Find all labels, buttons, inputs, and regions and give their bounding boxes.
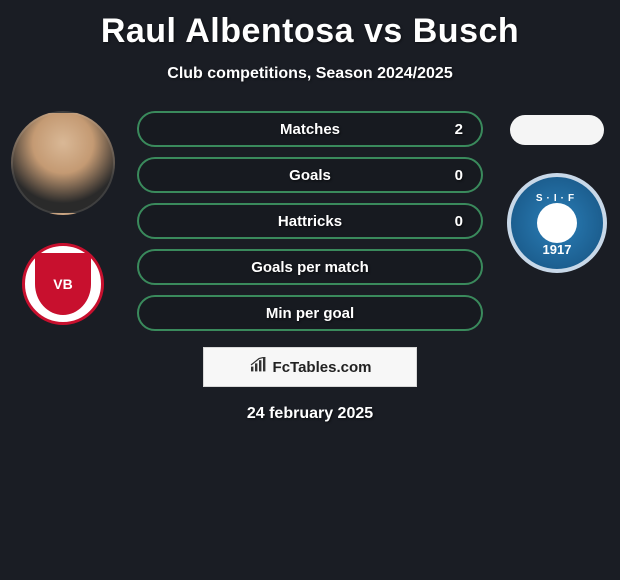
stat-row-matches: Matches 2 bbox=[137, 111, 483, 147]
player-avatar-right-placeholder bbox=[510, 115, 604, 145]
stat-label: Goals bbox=[289, 167, 331, 184]
player-avatar-left bbox=[11, 111, 115, 215]
club-badge-left-label: VB bbox=[35, 253, 91, 315]
club-badge-right: S·I·F 1917 bbox=[507, 173, 607, 273]
club-badge-right-center-icon bbox=[537, 203, 577, 243]
stat-value-right: 0 bbox=[455, 167, 463, 184]
comparison-panel: VB S·I·F 1917 Matches 2 Goals 0 Hattrick… bbox=[0, 111, 620, 423]
stat-row-hattricks: Hattricks 0 bbox=[137, 203, 483, 239]
club-badge-right-year: 1917 bbox=[511, 242, 603, 257]
chart-icon bbox=[249, 357, 269, 377]
stat-label: Min per goal bbox=[266, 305, 354, 322]
stat-value-right: 0 bbox=[455, 213, 463, 230]
stat-value-right: 2 bbox=[455, 121, 463, 138]
left-player-column: VB bbox=[8, 111, 118, 325]
stat-label: Matches bbox=[280, 121, 340, 138]
stats-list: Matches 2 Goals 0 Hattricks 0 Goals per … bbox=[137, 111, 483, 331]
page-title: Raul Albentosa vs Busch bbox=[0, 0, 620, 51]
date-label: 24 february 2025 bbox=[0, 405, 620, 423]
stat-row-min-per-goal: Min per goal bbox=[137, 295, 483, 331]
brand-label: FcTables.com bbox=[273, 359, 372, 376]
right-player-column: S·I·F 1917 bbox=[502, 111, 612, 273]
stat-row-goals-per-match: Goals per match bbox=[137, 249, 483, 285]
season-subtitle: Club competitions, Season 2024/2025 bbox=[0, 65, 620, 83]
club-badge-left: VB bbox=[22, 243, 104, 325]
stat-label: Goals per match bbox=[251, 259, 369, 276]
club-badge-right-label: S·I·F bbox=[511, 193, 603, 204]
brand-attribution[interactable]: FcTables.com bbox=[203, 347, 417, 387]
stat-label: Hattricks bbox=[278, 213, 342, 230]
stat-row-goals: Goals 0 bbox=[137, 157, 483, 193]
